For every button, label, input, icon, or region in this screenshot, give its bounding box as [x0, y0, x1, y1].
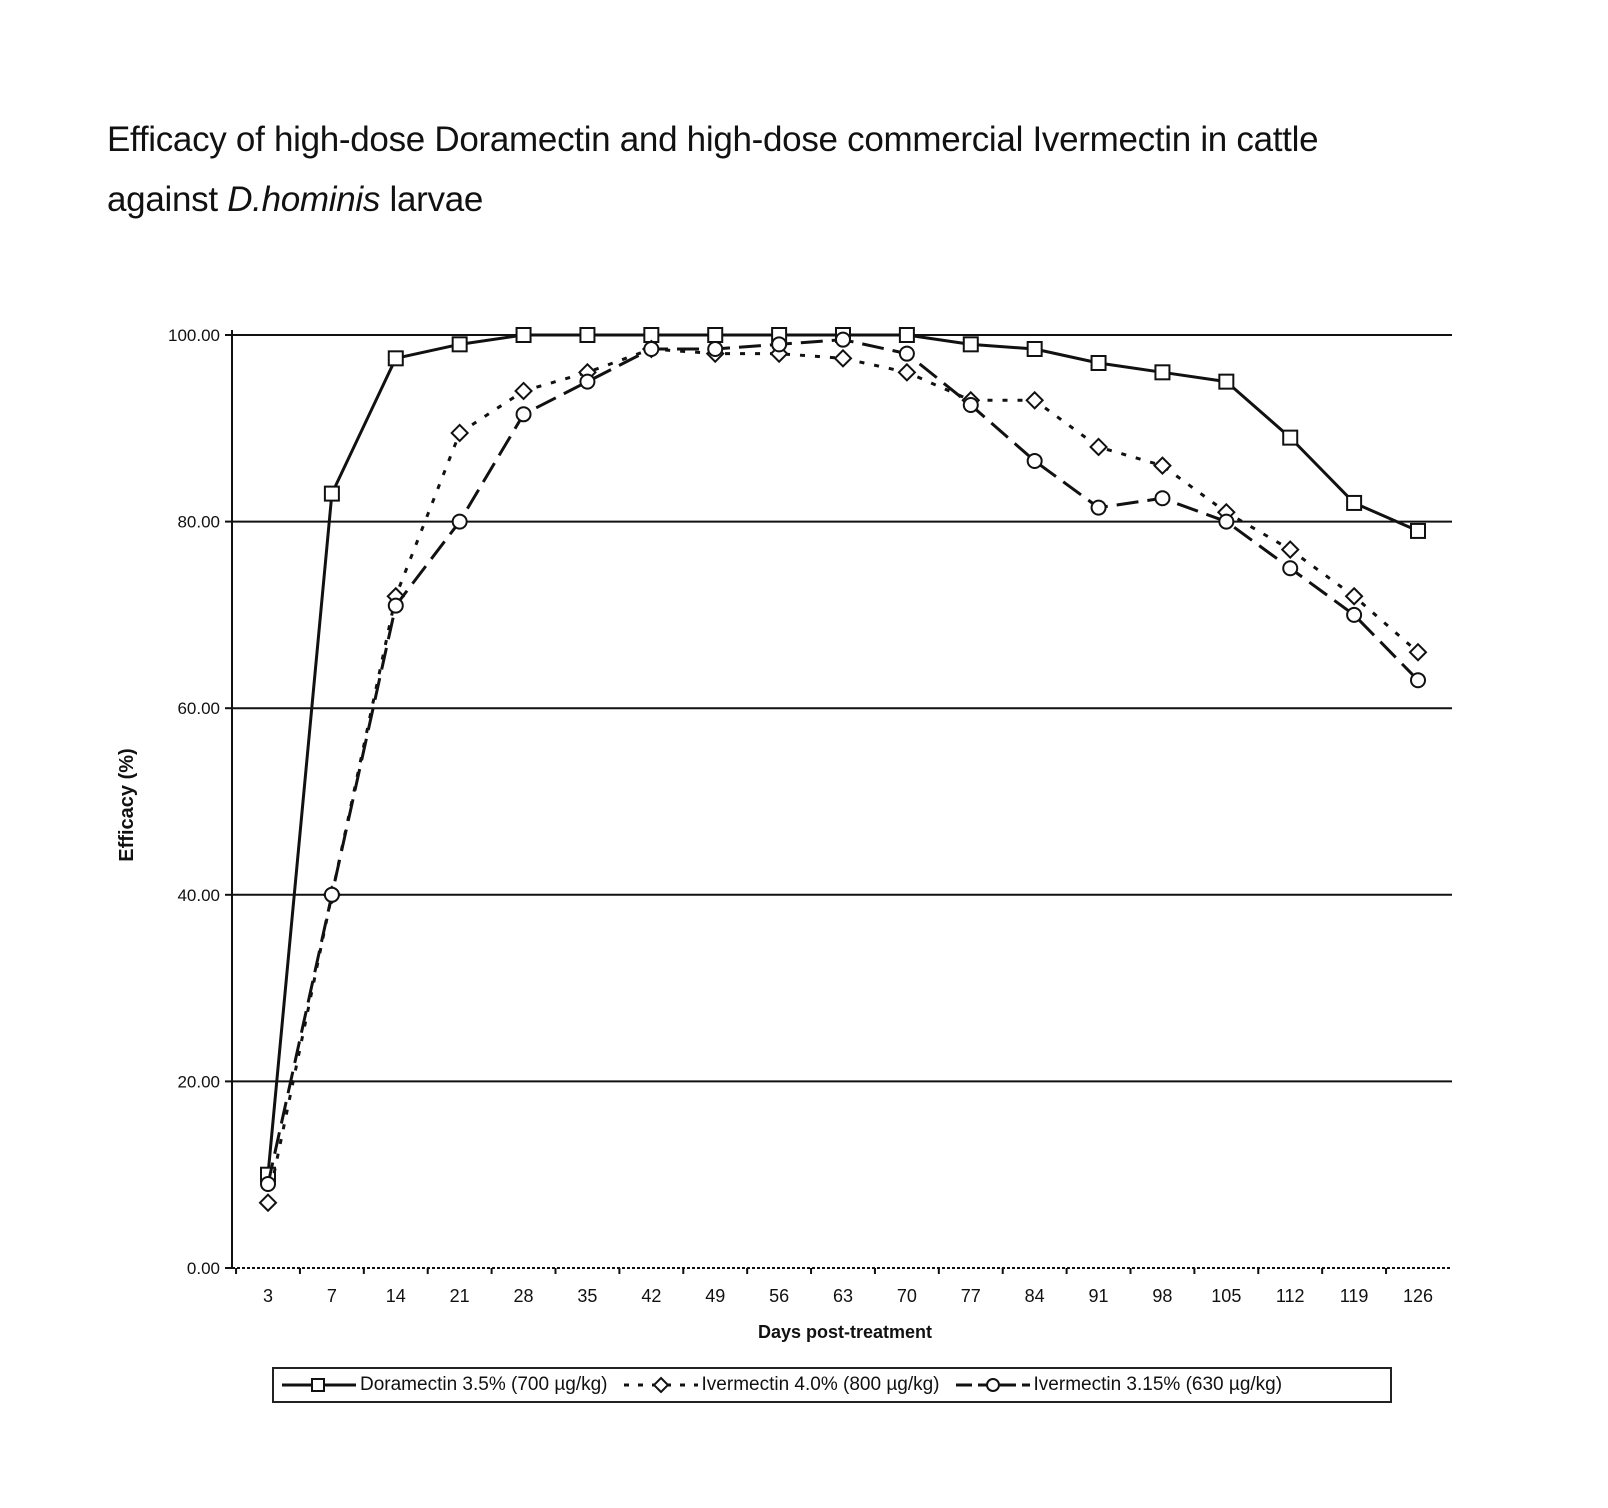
series-1-point-3 [452, 425, 468, 441]
x-tick-label-12: 84 [1025, 1286, 1045, 1306]
y-tick-label-1: 20.00 [177, 1072, 220, 1091]
series-0-point-16 [1283, 431, 1297, 445]
series-2-point-6 [644, 342, 658, 356]
series-2-point-7 [708, 342, 722, 356]
series-1-point-14 [1154, 458, 1170, 474]
legend-swatch-square-solid-icon [280, 1375, 358, 1395]
legend-item-doramectin: Doramectin 3.5% (700 µg/kg) [280, 1374, 608, 1396]
x-tick-label-18: 126 [1403, 1286, 1433, 1306]
series-1-point-13 [1091, 439, 1107, 455]
legend-label-ivermectin-4: Ivermectin 4.0% (800 µg/kg) [702, 1374, 940, 1396]
series-0-point-7 [708, 328, 722, 342]
series-2-point-4 [517, 407, 531, 421]
y-tick-label-0: 0.00 [187, 1259, 220, 1278]
series-0-point-4 [517, 328, 531, 342]
legend-swatch-circle-dashed-icon [954, 1375, 1032, 1395]
x-tick-label-10: 70 [897, 1286, 917, 1306]
series-2-point-15 [1219, 515, 1233, 529]
series-0-line [268, 335, 1418, 1175]
y-tick-labels: 0.00 20.00 40.00 60.00 80.00 100.00 [168, 326, 220, 1278]
series-2-point-13 [1092, 501, 1106, 515]
series-0-point-10 [900, 328, 914, 342]
x-tick-label-13: 91 [1089, 1286, 1109, 1306]
legend-item-ivermectin-4: Ivermectin 4.0% (800 µg/kg) [622, 1374, 940, 1396]
legend-label-doramectin: Doramectin 3.5% (700 µg/kg) [360, 1374, 608, 1396]
series-0-point-14 [1155, 365, 1169, 379]
series-1-point-9 [835, 350, 851, 366]
series-1-point-18 [1410, 644, 1426, 660]
series-1 [260, 341, 1426, 1211]
y-tick-label-4: 80.00 [177, 513, 220, 532]
series-2-point-9 [836, 333, 850, 347]
series-2-point-16 [1283, 561, 1297, 575]
series-1-point-4 [516, 383, 532, 399]
series-2-point-0 [261, 1177, 275, 1191]
series-0-point-13 [1092, 356, 1106, 370]
x-tick-label-1: 7 [327, 1286, 337, 1306]
series-2-point-17 [1347, 608, 1361, 622]
series-0-point-5 [580, 328, 594, 342]
x-axis-label: Days post-treatment [758, 1322, 932, 1342]
series-0 [261, 328, 1425, 1182]
grid-lines [232, 335, 1452, 1081]
x-tick-label-14: 98 [1152, 1286, 1172, 1306]
x-tick-label-4: 28 [514, 1286, 534, 1306]
x-tick-label-0: 3 [263, 1286, 273, 1306]
series-0-point-12 [1028, 342, 1042, 356]
series-1-point-12 [1027, 392, 1043, 408]
x-tick-label-15: 105 [1211, 1286, 1241, 1306]
x-tick-label-2: 14 [386, 1286, 406, 1306]
chart-legend: Doramectin 3.5% (700 µg/kg) Ivermectin 4… [272, 1367, 1392, 1403]
series-2-point-10 [900, 347, 914, 361]
series-0-point-3 [453, 337, 467, 351]
x-tick-label-5: 35 [577, 1286, 597, 1306]
x-tick-label-6: 42 [641, 1286, 661, 1306]
series-2 [261, 333, 1425, 1191]
x-tick-labels: 3 7 14 21 28 35 42 49 56 63 70 77 84 91 98 105 112 119 126 [263, 1286, 1433, 1306]
x-tick-label-8: 56 [769, 1286, 789, 1306]
series-1-point-17 [1346, 588, 1362, 604]
series-1-point-10 [899, 364, 915, 380]
y-tick-label-3: 60.00 [177, 699, 220, 718]
x-tick-label-9: 63 [833, 1286, 853, 1306]
x-tick-label-3: 21 [450, 1286, 470, 1306]
series-2-point-11 [964, 398, 978, 412]
series-2-point-8 [772, 337, 786, 351]
x-tick-label-7: 49 [705, 1286, 725, 1306]
legend-item-ivermectin-315: Ivermectin 3.15% (630 µg/kg) [954, 1374, 1283, 1396]
series-2-point-12 [1028, 454, 1042, 468]
series-0-point-11 [964, 337, 978, 351]
legend-label-ivermectin-315: Ivermectin 3.15% (630 µg/kg) [1034, 1374, 1283, 1396]
y-axis-label: Efficacy (%) [116, 748, 138, 861]
x-tick-label-17: 119 [1340, 1286, 1369, 1306]
series-2-point-14 [1155, 491, 1169, 505]
y-tick-label-2: 40.00 [177, 886, 220, 905]
series-0-point-18 [1411, 524, 1425, 538]
series-0-point-17 [1347, 496, 1361, 510]
series-1-line [268, 349, 1418, 1203]
legend-swatch-diamond-dotted-icon [622, 1375, 700, 1395]
series-0-point-15 [1219, 375, 1233, 389]
series-2-point-2 [389, 599, 403, 613]
series-1-point-16 [1282, 542, 1298, 558]
series-2-point-1 [325, 888, 339, 902]
chart-axes [225, 330, 1452, 1274]
chart-series [260, 328, 1426, 1211]
x-tick-label-16: 112 [1276, 1286, 1305, 1306]
y-tick-label-5: 100.00 [168, 326, 220, 345]
series-2-point-3 [453, 515, 467, 529]
series-2-point-18 [1411, 673, 1425, 687]
series-0-point-2 [389, 351, 403, 365]
series-0-point-1 [325, 487, 339, 501]
series-1-point-0 [260, 1195, 276, 1211]
series-2-point-5 [580, 375, 594, 389]
x-tick-label-11: 77 [961, 1286, 981, 1306]
series-2-line [268, 340, 1418, 1184]
